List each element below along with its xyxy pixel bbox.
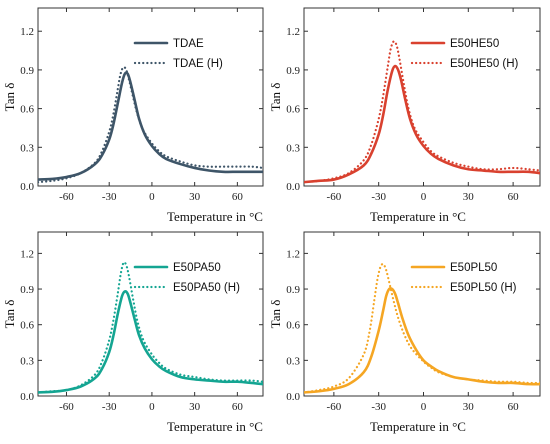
chart-panel-2: -60 -30 0 30 60 0.0 0.3 0.6 0.9 1.2 Temperature in… [268,7,541,224]
x-tick-label: 60 [508,191,520,203]
x-tick-label: -30 [102,401,117,413]
legend-label: E50PA50 [173,262,221,274]
y-tick-label: 0.6 [286,104,300,116]
chart-panel-3: -60 -30 0 30 60 0.0 0.3 0.6 0.9 1.2 Temperature in… [2,231,264,434]
chart-panel-4: -60 -30 0 30 60 0.0 0.3 0.6 0.9 1.2 Temperature in… [268,231,541,434]
x-tick-label: -60 [327,191,342,203]
y-tick-label: 0.9 [286,65,300,77]
y-tick-label: 0.6 [20,104,34,116]
x-axis-title: Temperature in °C [370,209,466,224]
plot-frame [303,7,541,187]
y-tick-label: 0.6 [20,320,34,332]
y-tick-label: 0.3 [20,355,34,367]
x-axis-title: Temperature in °C [370,419,466,434]
series-line-hydrogenated [38,261,263,394]
x-tick-label: 0 [149,401,155,413]
plot-frame [37,7,264,187]
x-tick-label: 30 [463,401,475,413]
legend-label: E50HE50 [450,38,499,50]
series-line-original [38,71,263,181]
x-tick-label: 60 [232,401,244,413]
y-tick-label: 0.9 [20,65,34,77]
x-tick-label: -60 [59,401,74,413]
y-tick-label: 0.0 [20,181,34,193]
x-tick-label: 30 [189,191,201,203]
x-tick-label: 0 [421,191,427,203]
y-tick-label: 1.2 [20,248,34,260]
series-line-original [38,290,263,394]
x-axis-title: Temperature in °C [167,419,263,434]
x-tick-label: 0 [421,401,427,413]
plot-frame [37,231,264,397]
x-axis-title: Temperature in °C [167,209,263,224]
x-tick-label: 30 [463,191,475,203]
y-tick-label: 0.9 [286,284,300,296]
series-line-original [304,64,540,184]
legend-label: E50PL50 (H) [450,282,517,294]
x-tick-label: -60 [327,401,342,413]
y-tick-label: 1.2 [286,248,300,260]
y-axis-title: Tan δ [2,83,17,112]
y-tick-label: 0.3 [20,142,34,154]
series-line-original [304,287,540,394]
x-tick-label: -30 [371,191,386,203]
series-line-hydrogenated [38,66,263,184]
chart-panel-1: -60 -30 0 30 60 0.0 0.3 0.6 0.9 1.2 Temperature in… [2,7,264,224]
legend-label: E50PA50 (H) [173,282,240,294]
y-tick-label: 0.6 [286,320,300,332]
x-tick-label: 60 [232,191,244,203]
y-tick-label: 1.2 [20,26,34,38]
plot-frame [303,231,541,397]
legend-label: TDAE (H) [173,58,223,70]
legend-label: E50HE50 (H) [450,58,519,70]
legend-label: TDAE [173,38,204,50]
x-tick-label: -30 [102,191,117,203]
y-tick-label: 0.0 [286,181,300,193]
x-tick-label: 60 [508,401,520,413]
series-line-hydrogenated [304,40,540,184]
y-tick-label: 0.9 [20,284,34,296]
legend-label: E50PL50 [450,262,497,274]
x-tick-label: -60 [59,191,74,203]
y-tick-label: 1.2 [286,26,300,38]
series-line-hydrogenated [304,262,540,394]
y-axis-title: Tan δ [2,300,17,329]
y-tick-label: 0.3 [286,355,300,367]
y-tick-label: 0.3 [286,142,300,154]
y-axis-title: Tan δ [268,300,283,329]
y-tick-label: 0.0 [286,391,300,403]
x-tick-label: 30 [189,401,201,413]
y-tick-label: 0.0 [20,391,34,403]
x-tick-label: -30 [371,401,386,413]
x-tick-label: 0 [149,191,155,203]
y-axis-title: Tan δ [268,83,283,112]
